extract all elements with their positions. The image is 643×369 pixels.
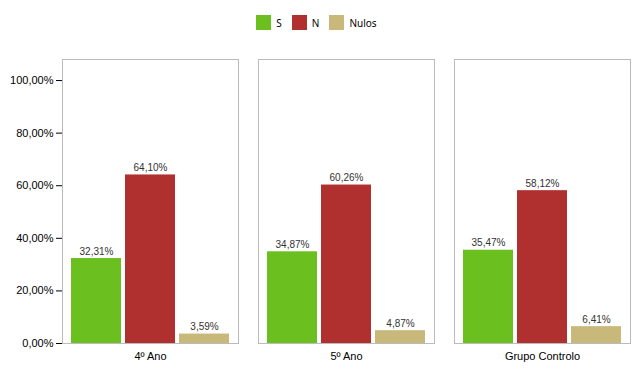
html-text:S: S: [276, 15, 282, 30]
svg-text:32,31%: 32,31%: [80, 246, 114, 257]
svg-text:6,41%: 6,41%: [582, 314, 610, 325]
svg-text:64,10%: 64,10%: [134, 162, 168, 173]
svg-text:40,00%: 40,00%: [16, 232, 54, 244]
svg-text:Grupo Controlo: Grupo Controlo: [505, 350, 580, 362]
svg-text:0,00%: 0,00%: [22, 337, 53, 349]
svg-text:34,87%: 34,87%: [276, 239, 310, 250]
svg-text:4º Ano: 4º Ano: [134, 350, 166, 362]
svg-text:3,59%: 3,59%: [190, 321, 218, 332]
svg-text:80,00%: 80,00%: [16, 127, 54, 139]
svg-text:60,26%: 60,26%: [330, 172, 364, 183]
html-text:N: N: [311, 15, 320, 30]
svg-text:58,12%: 58,12%: [526, 178, 560, 189]
svg-text:4,87%: 4,87%: [386, 318, 414, 329]
svg-text:60,00%: 60,00%: [16, 179, 54, 191]
svg-text:100,00%: 100,00%: [10, 74, 54, 86]
svg-text:5º Ano: 5º Ano: [330, 350, 362, 362]
svg-text:35,47%: 35,47%: [472, 237, 506, 248]
html-text:Nulos: Nulos: [349, 15, 377, 30]
svg-text:20,00%: 20,00%: [16, 284, 54, 296]
